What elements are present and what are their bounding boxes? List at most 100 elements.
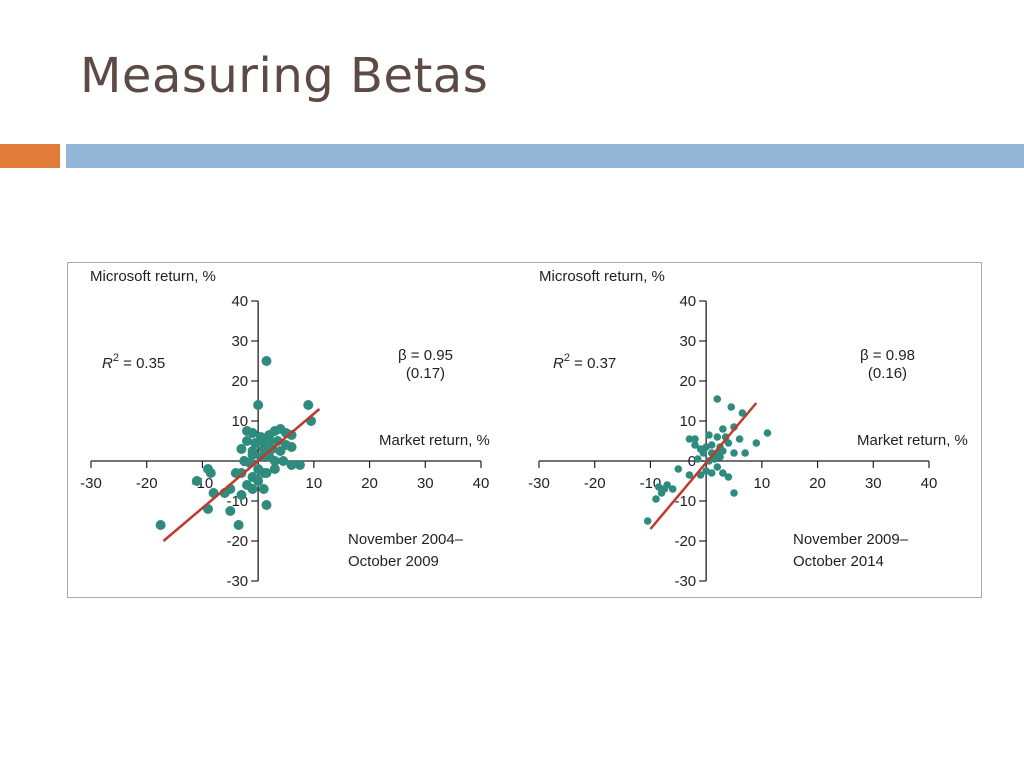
x-tick-label: -20 [584, 475, 606, 492]
data-point [258, 444, 269, 454]
data-point [719, 469, 727, 477]
data-point [668, 485, 677, 493]
data-point [294, 460, 305, 470]
y-tick-label: 0 [688, 453, 696, 470]
data-point [278, 456, 289, 466]
data-point [724, 439, 733, 447]
data-point [250, 438, 261, 448]
data-point [269, 464, 280, 474]
x-tick-label: -30 [528, 475, 550, 492]
regression-line [162, 408, 321, 542]
data-point [247, 484, 258, 494]
data-point [654, 483, 663, 491]
beta-label: β = 0.98 (0.16) [860, 347, 915, 383]
data-point [685, 471, 694, 479]
y-tick-label: -30 [226, 573, 248, 590]
data-point [242, 436, 252, 446]
y-tick-label: -10 [674, 493, 696, 510]
x-tick-label: 20 [361, 475, 378, 492]
data-point [233, 520, 244, 530]
data-point [275, 446, 286, 456]
period-label: November 2009– October 2014 [793, 529, 908, 573]
scatter-panel-2009-2014: -30 -20 -10 10 20 30 40 -30 -20 -10 0 10 20 30 40 Micr… [517, 263, 972, 597]
data-point [724, 473, 733, 481]
data-point [716, 453, 724, 461]
x-tick-label: 40 [473, 475, 490, 492]
r-exponent: 2 [563, 352, 570, 364]
y-tick-label: 10 [231, 413, 248, 430]
y-tick-label: 40 [231, 293, 248, 310]
data-point [261, 468, 272, 478]
x-axis-label: Market return, % [857, 432, 968, 449]
data-point [741, 449, 749, 457]
data-point [730, 489, 738, 497]
header-divider-bar [66, 144, 1024, 168]
data-point [225, 506, 236, 516]
x-tick-label: 10 [306, 475, 323, 492]
data-point [286, 460, 297, 470]
data-point [247, 428, 258, 438]
data-point [205, 468, 216, 478]
y-tick-label: -20 [226, 533, 248, 550]
period-label: November 2004– October 2009 [348, 529, 463, 573]
data-point [707, 441, 716, 449]
beta-label: β = 0.95 (0.17) [398, 347, 453, 383]
x-tick-label: 30 [865, 475, 882, 492]
data-point [719, 425, 727, 433]
data-point [727, 403, 736, 411]
y-tick-label: 40 [679, 293, 696, 310]
y-tick-label: 30 [231, 333, 248, 350]
y-tick-label: -20 [674, 533, 696, 550]
data-point [191, 476, 202, 486]
beta-value: β = 0.95 [398, 347, 453, 364]
data-point [264, 436, 275, 446]
data-point [236, 444, 247, 454]
data-point [730, 449, 738, 457]
data-point [685, 435, 694, 443]
x-tick-label: 20 [809, 475, 826, 492]
data-point [752, 439, 761, 447]
data-point [693, 455, 702, 463]
data-point [691, 441, 699, 449]
x-tick-label: 30 [417, 475, 434, 492]
data-point [699, 449, 708, 457]
data-point [663, 481, 671, 489]
regression-line [649, 402, 758, 530]
y-axis-label: Microsoft return, % [539, 268, 665, 285]
x-tick-label: 10 [754, 475, 771, 492]
x-tick-label: -20 [136, 475, 158, 492]
data-point [155, 520, 166, 530]
beta-standard-error: (0.16) [867, 365, 908, 382]
r-squared-label: R2 = 0.35 [102, 352, 166, 373]
y-tick-label: -30 [674, 573, 696, 590]
data-point [643, 517, 652, 525]
beta-standard-error: (0.17) [405, 365, 446, 382]
r-symbol: R [102, 355, 113, 372]
data-point [691, 435, 699, 443]
y-tick-label: 10 [679, 413, 696, 430]
data-point [253, 400, 264, 410]
data-point [236, 490, 247, 500]
r-squared-label: R2 = 0.37 [553, 352, 617, 373]
r-exponent: 2 [112, 352, 119, 364]
y-tick-label: 30 [679, 333, 696, 350]
data-point [261, 500, 272, 510]
data-point [303, 400, 314, 410]
data-point [713, 395, 722, 403]
data-point [735, 435, 744, 443]
beta-value: β = 0.98 [860, 347, 915, 364]
r-squared-value: = 0.37 [574, 355, 617, 372]
data-point [707, 469, 716, 477]
data-point [763, 429, 772, 437]
data-point [247, 450, 258, 460]
y-tick-label: 20 [679, 373, 696, 390]
x-tick-label: -30 [80, 475, 102, 492]
data-point [713, 433, 722, 441]
r-squared-value: = 0.35 [123, 355, 166, 372]
data-point [713, 463, 722, 471]
x-tick-label: 40 [921, 475, 938, 492]
data-point [674, 465, 683, 473]
